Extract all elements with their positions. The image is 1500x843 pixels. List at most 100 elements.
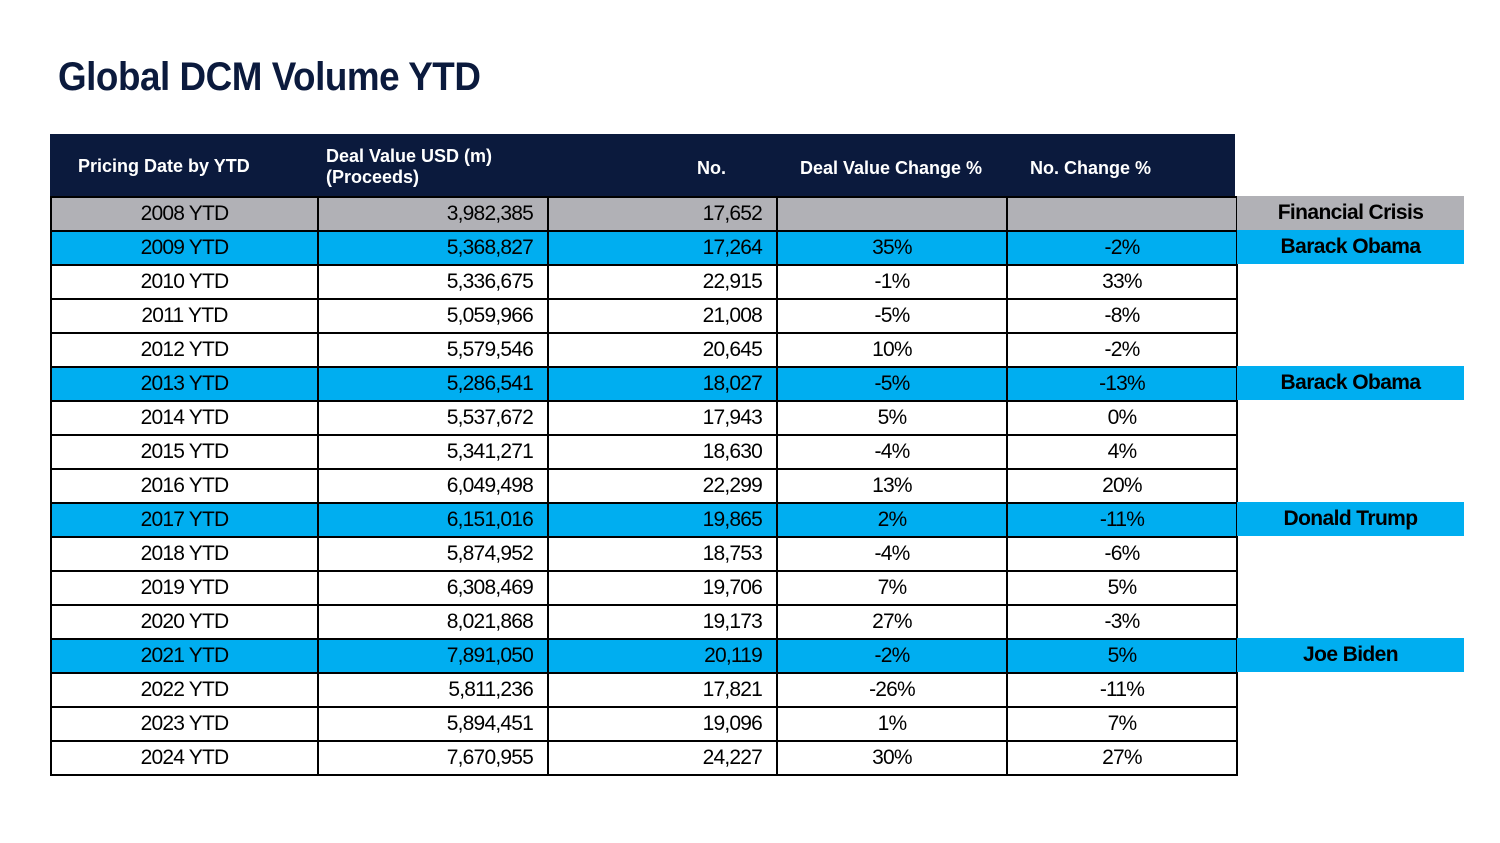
header-pricing-date: Pricing Date by YTD <box>78 155 250 176</box>
cell-no: 24,227 <box>547 740 778 776</box>
cell-no-change: -13% <box>1006 366 1238 402</box>
cell-pricing-date: 2014 YTD <box>50 400 319 436</box>
header-deal-value: Deal Value USD (m) (Proceeds) <box>326 136 492 198</box>
cell-deal-value: 5,874,952 <box>317 536 549 572</box>
table-row: 2023 YTD 5,894,451 19,096 1% 7% <box>50 706 1238 742</box>
cell-deal-value-change: 10% <box>776 332 1008 368</box>
cell-pricing-date: 2019 YTD <box>50 570 319 606</box>
cell-deal-value-change: 2% <box>776 502 1008 538</box>
cell-deal-value: 5,059,966 <box>317 298 549 334</box>
table-row: 2024 YTD 7,670,955 24,227 30% 27% <box>50 740 1238 776</box>
cell-no: 18,027 <box>547 366 778 402</box>
cell-deal-value-change: 35% <box>776 230 1008 266</box>
event-note <box>1237 400 1464 434</box>
cell-no-change: 5% <box>1006 570 1238 606</box>
event-note <box>1237 536 1464 570</box>
cell-pricing-date: 2020 YTD <box>50 604 319 640</box>
table-row: 2019 YTD 6,308,469 19,706 7% 5% <box>50 570 1238 606</box>
cell-no-change: -11% <box>1006 502 1238 538</box>
cell-no-change: -3% <box>1006 604 1238 640</box>
header-deal-value-line1: Deal Value USD (m) <box>326 146 493 166</box>
cell-no-change: -6% <box>1006 536 1238 572</box>
table-row: 2021 YTD 7,891,050 20,119 -2% 5% <box>50 638 1238 674</box>
cell-no-change: 27% <box>1006 740 1238 776</box>
table-row: 2015 YTD 5,341,271 18,630 -4% 4% <box>50 434 1238 470</box>
cell-no: 18,630 <box>547 434 778 470</box>
cell-deal-value-change: 13% <box>776 468 1008 504</box>
table-row: 2014 YTD 5,537,672 17,943 5% 0% <box>50 400 1238 436</box>
event-note <box>1237 332 1464 366</box>
cell-deal-value-change: -4% <box>776 434 1008 470</box>
header-deal-value-change: Deal Value Change % <box>800 157 983 178</box>
cell-deal-value-change: -1% <box>776 264 1008 300</box>
cell-no-change: -11% <box>1006 672 1238 708</box>
cell-pricing-date: 2013 YTD <box>50 366 319 402</box>
table-row: 2008 YTD 3,982,385 17,652 <box>50 196 1238 232</box>
cell-no-change: 0% <box>1006 400 1238 436</box>
cell-deal-value-change: 5% <box>776 400 1008 436</box>
cell-no: 17,652 <box>547 196 778 232</box>
cell-deal-value: 5,336,675 <box>317 264 549 300</box>
event-note <box>1237 672 1464 706</box>
header-no-change: No. Change % <box>1030 157 1152 178</box>
cell-pricing-date: 2008 YTD <box>50 196 319 232</box>
event-note <box>1237 264 1464 298</box>
table-row: 2010 YTD 5,336,675 22,915 -1% 33% <box>50 264 1238 300</box>
table-row: 2012 YTD 5,579,546 20,645 10% -2% <box>50 332 1238 368</box>
dcm-volume-table: 2008 YTD 3,982,385 17,652 2009 YTD 5,368,827… <box>50 196 1238 776</box>
event-note <box>1237 434 1464 468</box>
cell-deal-value-change <box>776 196 1008 232</box>
cell-deal-value: 7,670,955 <box>317 740 549 776</box>
cell-pricing-date: 2016 YTD <box>50 468 319 504</box>
table-row: 2011 YTD 5,059,966 21,008 -5% -8% <box>50 298 1238 334</box>
cell-pricing-date: 2021 YTD <box>50 638 319 674</box>
cell-deal-value-change: -2% <box>776 638 1008 674</box>
cell-no: 19,096 <box>547 706 778 742</box>
page-title: Global DCM Volume YTD <box>58 55 481 99</box>
event-note: Financial Crisis <box>1237 196 1464 230</box>
cell-pricing-date: 2018 YTD <box>50 536 319 572</box>
cell-deal-value-change: 30% <box>776 740 1008 776</box>
table-row: 2009 YTD 5,368,827 17,264 35% -2% <box>50 230 1238 266</box>
cell-deal-value: 5,579,546 <box>317 332 549 368</box>
table-row: 2016 YTD 6,049,498 22,299 13% 20% <box>50 468 1238 504</box>
event-note: Barack Obama <box>1237 230 1464 264</box>
cell-no: 19,173 <box>547 604 778 640</box>
cell-deal-value: 3,982,385 <box>317 196 549 232</box>
cell-deal-value: 7,891,050 <box>317 638 549 674</box>
cell-no-change: 20% <box>1006 468 1238 504</box>
event-note: Joe Biden <box>1237 638 1464 672</box>
cell-no-change: 33% <box>1006 264 1238 300</box>
cell-pricing-date: 2011 YTD <box>50 298 319 334</box>
cell-deal-value: 5,894,451 <box>317 706 549 742</box>
cell-no-change <box>1006 196 1238 232</box>
header-deal-value-line2: (Proceeds) <box>326 167 420 187</box>
cell-no-change: -8% <box>1006 298 1238 334</box>
cell-deal-value: 5,286,541 <box>317 366 549 402</box>
event-note <box>1237 740 1464 774</box>
header-no: No. <box>697 157 726 178</box>
table-row: 2017 YTD 6,151,016 19,865 2% -11% <box>50 502 1238 538</box>
cell-deal-value-change: 27% <box>776 604 1008 640</box>
cell-deal-value-change: 1% <box>776 706 1008 742</box>
cell-no-change: -2% <box>1006 332 1238 368</box>
cell-pricing-date: 2023 YTD <box>50 706 319 742</box>
event-note <box>1237 298 1464 332</box>
cell-pricing-date: 2009 YTD <box>50 230 319 266</box>
cell-no-change: 4% <box>1006 434 1238 470</box>
cell-pricing-date: 2022 YTD <box>50 672 319 708</box>
table-body: 2008 YTD 3,982,385 17,652 2009 YTD 5,368,827… <box>50 196 1238 776</box>
cell-deal-value-change: 7% <box>776 570 1008 606</box>
cell-no: 17,821 <box>547 672 778 708</box>
table-row: 2013 YTD 5,286,541 18,027 -5% -13% <box>50 366 1238 402</box>
table-header: Pricing Date by YTD Deal Value USD (m) (… <box>50 134 1235 196</box>
cell-no: 20,119 <box>547 638 778 674</box>
cell-no: 19,865 <box>547 502 778 538</box>
cell-deal-value-change: -4% <box>776 536 1008 572</box>
cell-deal-value-change: -26% <box>776 672 1008 708</box>
cell-no: 17,943 <box>547 400 778 436</box>
cell-deal-value: 5,368,827 <box>317 230 549 266</box>
cell-no: 19,706 <box>547 570 778 606</box>
cell-no: 22,915 <box>547 264 778 300</box>
cell-pricing-date: 2017 YTD <box>50 502 319 538</box>
